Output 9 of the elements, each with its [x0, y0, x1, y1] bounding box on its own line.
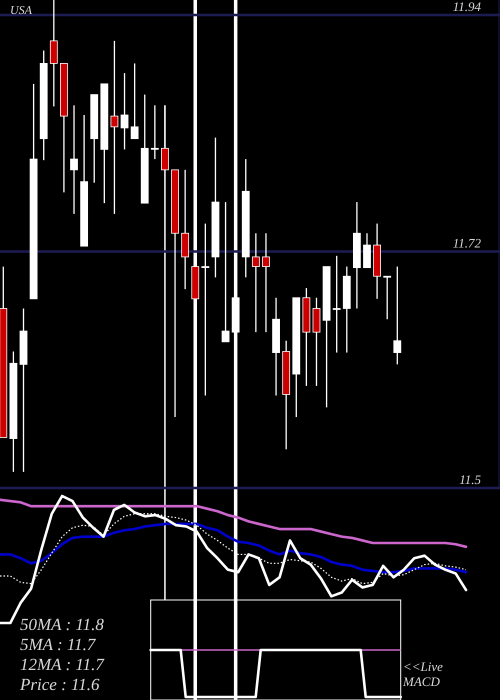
- y-tick-label: 11.5: [459, 472, 482, 488]
- annotation: 50MA : 11.8: [20, 615, 104, 634]
- chart-title: USA: [10, 3, 33, 17]
- y-tick-label: 11.72: [452, 236, 482, 251]
- text: <<Live MACD: [402, 659, 444, 689]
- text: Price : 11.6: [19, 675, 100, 694]
- text: 12MA : 11.7: [20, 655, 106, 674]
- text: 5MA : 11.7: [20, 635, 97, 654]
- y-tick-label: 11.94: [452, 0, 482, 14]
